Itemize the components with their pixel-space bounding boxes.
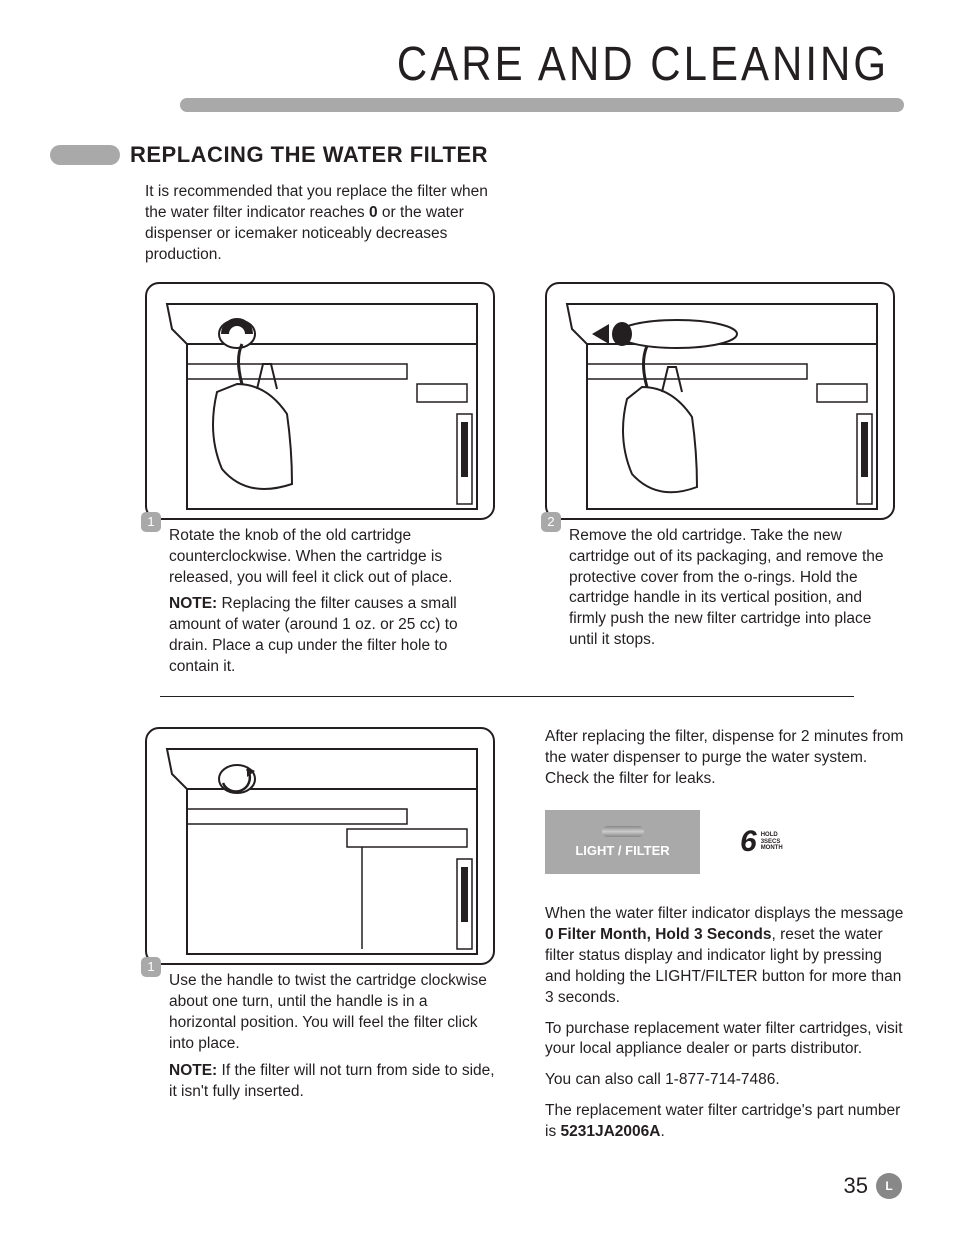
six-line3: MONTH: [761, 845, 783, 852]
column-right-2: After replacing the filter, dispense for…: [545, 727, 904, 1153]
page-number: 35: [844, 1173, 868, 1199]
section-heading-row: REPLACING THE WATER FILTER: [50, 142, 904, 168]
six-month-indicator: 6 HOLD 3SECS MONTH: [740, 825, 783, 859]
light-filter-button: LIGHT / FILTER: [545, 810, 700, 874]
page-footer: 35 L: [844, 1173, 902, 1199]
button-oval: [602, 826, 644, 837]
intro-bold: 0: [369, 204, 378, 221]
step-badge-3: 1: [141, 957, 161, 977]
step1-text: Rotate the knob of the old cartridge cou…: [169, 526, 489, 589]
p2-pre: When the water filter indicator displays…: [545, 905, 903, 922]
column-left-2: 1 Use the handle to twist the cartridge …: [145, 727, 495, 1153]
step-columns-2: 1 Use the handle to twist the cartridge …: [145, 727, 904, 1153]
page-title: CARE AND CLEANING: [50, 36, 889, 91]
step3-row: 1 Use the handle to twist the cartridge …: [145, 971, 495, 1055]
button-row: LIGHT / FILTER 6 HOLD 3SECS MONTH: [545, 810, 904, 874]
intro-paragraph: It is recommended that you replace the f…: [145, 182, 495, 266]
step2-text: Remove the old cartridge. Take the new c…: [569, 526, 889, 652]
step1-note: NOTE: Replacing the filter causes a smal…: [169, 594, 495, 678]
after-p3: To purchase replacement water filter car…: [545, 1019, 904, 1061]
note-label-3: NOTE:: [169, 1062, 217, 1079]
step2-row: 2 Remove the old cartridge. Take the new…: [545, 526, 895, 652]
six-line2: 3SECS: [761, 839, 783, 846]
step-columns-1: 1 Rotate the knob of the old cartridge c…: [145, 282, 904, 678]
p5-bold: 5231JA2006A: [561, 1123, 661, 1140]
after-p5: The replacement water filter cartridge's…: [545, 1101, 904, 1143]
section-divider: [160, 696, 854, 697]
p5-after: .: [660, 1123, 664, 1140]
section-heading: REPLACING THE WATER FILTER: [130, 142, 488, 168]
step-badge-1: 1: [141, 512, 161, 532]
diagram-step2: [545, 282, 895, 520]
column-right: 2 Remove the old cartridge. Take the new…: [545, 282, 895, 678]
button-label: LIGHT / FILTER: [575, 843, 669, 858]
after-p4: You can also call 1-877-714-7486.: [545, 1070, 904, 1091]
after-p2: When the water filter indicator displays…: [545, 904, 904, 1009]
lg-logo-icon: L: [876, 1173, 902, 1199]
column-left: 1 Rotate the knob of the old cartridge c…: [145, 282, 495, 678]
indicator-text: When the water filter indicator displays…: [545, 904, 904, 1143]
step3-text: Use the handle to twist the cartridge cl…: [169, 971, 489, 1055]
note-label: NOTE:: [169, 595, 217, 612]
step-badge-2: 2: [541, 512, 561, 532]
note-body-3: If the filter will not turn from side to…: [169, 1062, 495, 1100]
big-six: 6: [740, 825, 757, 859]
diagram-step3: [145, 727, 495, 965]
step3-note: NOTE: If the filter will not turn from s…: [169, 1061, 495, 1103]
p2-bold: 0 Filter Month, Hold 3 Seconds: [545, 926, 772, 943]
heading-pill: [50, 145, 120, 165]
step1-row: 1 Rotate the knob of the old cartridge c…: [145, 526, 495, 589]
six-small-text: HOLD 3SECS MONTH: [761, 832, 783, 852]
after-p1: After replacing the filter, dispense for…: [545, 727, 904, 790]
title-rule: [180, 98, 904, 112]
diagram-step1: [145, 282, 495, 520]
six-line1: HOLD: [761, 832, 783, 839]
